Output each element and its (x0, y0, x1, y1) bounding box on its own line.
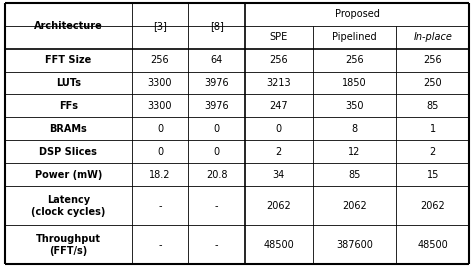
Text: 2: 2 (429, 147, 436, 157)
Text: 387600: 387600 (336, 240, 373, 250)
Text: 2062: 2062 (420, 201, 445, 211)
Text: 256: 256 (270, 55, 288, 65)
Text: LUTs: LUTs (56, 78, 81, 88)
Text: 34: 34 (273, 170, 285, 180)
Text: 256: 256 (345, 55, 364, 65)
Text: 2062: 2062 (342, 201, 367, 211)
Text: FFs: FFs (59, 101, 78, 111)
Text: 20.8: 20.8 (206, 170, 228, 180)
Text: Throughput
(FFT/s): Throughput (FFT/s) (36, 234, 100, 256)
Text: 3300: 3300 (148, 101, 172, 111)
Text: BRAMs: BRAMs (49, 124, 87, 134)
Text: 3976: 3976 (204, 78, 229, 88)
Text: 48500: 48500 (264, 240, 294, 250)
Text: 350: 350 (345, 101, 364, 111)
Text: 256: 256 (423, 55, 442, 65)
Text: 250: 250 (423, 78, 442, 88)
Text: 256: 256 (151, 55, 169, 65)
Text: 85: 85 (348, 170, 361, 180)
Text: Proposed: Proposed (335, 9, 380, 19)
Text: 85: 85 (427, 101, 439, 111)
Text: Architecture: Architecture (34, 21, 102, 31)
Text: 18.2: 18.2 (149, 170, 171, 180)
Text: 3213: 3213 (266, 78, 291, 88)
Text: [3]: [3] (153, 21, 167, 31)
Text: 48500: 48500 (418, 240, 448, 250)
Text: SPE: SPE (270, 32, 288, 42)
Text: 0: 0 (214, 147, 220, 157)
Text: [8]: [8] (210, 21, 224, 31)
Text: In-place: In-place (413, 32, 452, 42)
Text: -: - (158, 240, 162, 250)
Text: -: - (215, 240, 219, 250)
Text: 8: 8 (351, 124, 357, 134)
Text: -: - (215, 201, 219, 211)
Text: 0: 0 (157, 124, 163, 134)
Text: 247: 247 (270, 101, 288, 111)
Text: 1: 1 (430, 124, 436, 134)
Text: -: - (158, 201, 162, 211)
Text: 64: 64 (210, 55, 223, 65)
Text: Latency
(clock cycles): Latency (clock cycles) (31, 195, 105, 217)
Text: 1850: 1850 (342, 78, 367, 88)
Text: 0: 0 (276, 124, 282, 134)
Text: 12: 12 (348, 147, 361, 157)
Text: 0: 0 (214, 124, 220, 134)
Text: 3300: 3300 (148, 78, 172, 88)
Text: 15: 15 (427, 170, 439, 180)
Text: 3976: 3976 (204, 101, 229, 111)
Text: Power (mW): Power (mW) (35, 170, 102, 180)
Text: 2: 2 (276, 147, 282, 157)
Text: Pipelined: Pipelined (332, 32, 377, 42)
Text: DSP Slices: DSP Slices (39, 147, 97, 157)
Text: FFT Size: FFT Size (45, 55, 91, 65)
Text: 2062: 2062 (266, 201, 291, 211)
Text: 0: 0 (157, 147, 163, 157)
